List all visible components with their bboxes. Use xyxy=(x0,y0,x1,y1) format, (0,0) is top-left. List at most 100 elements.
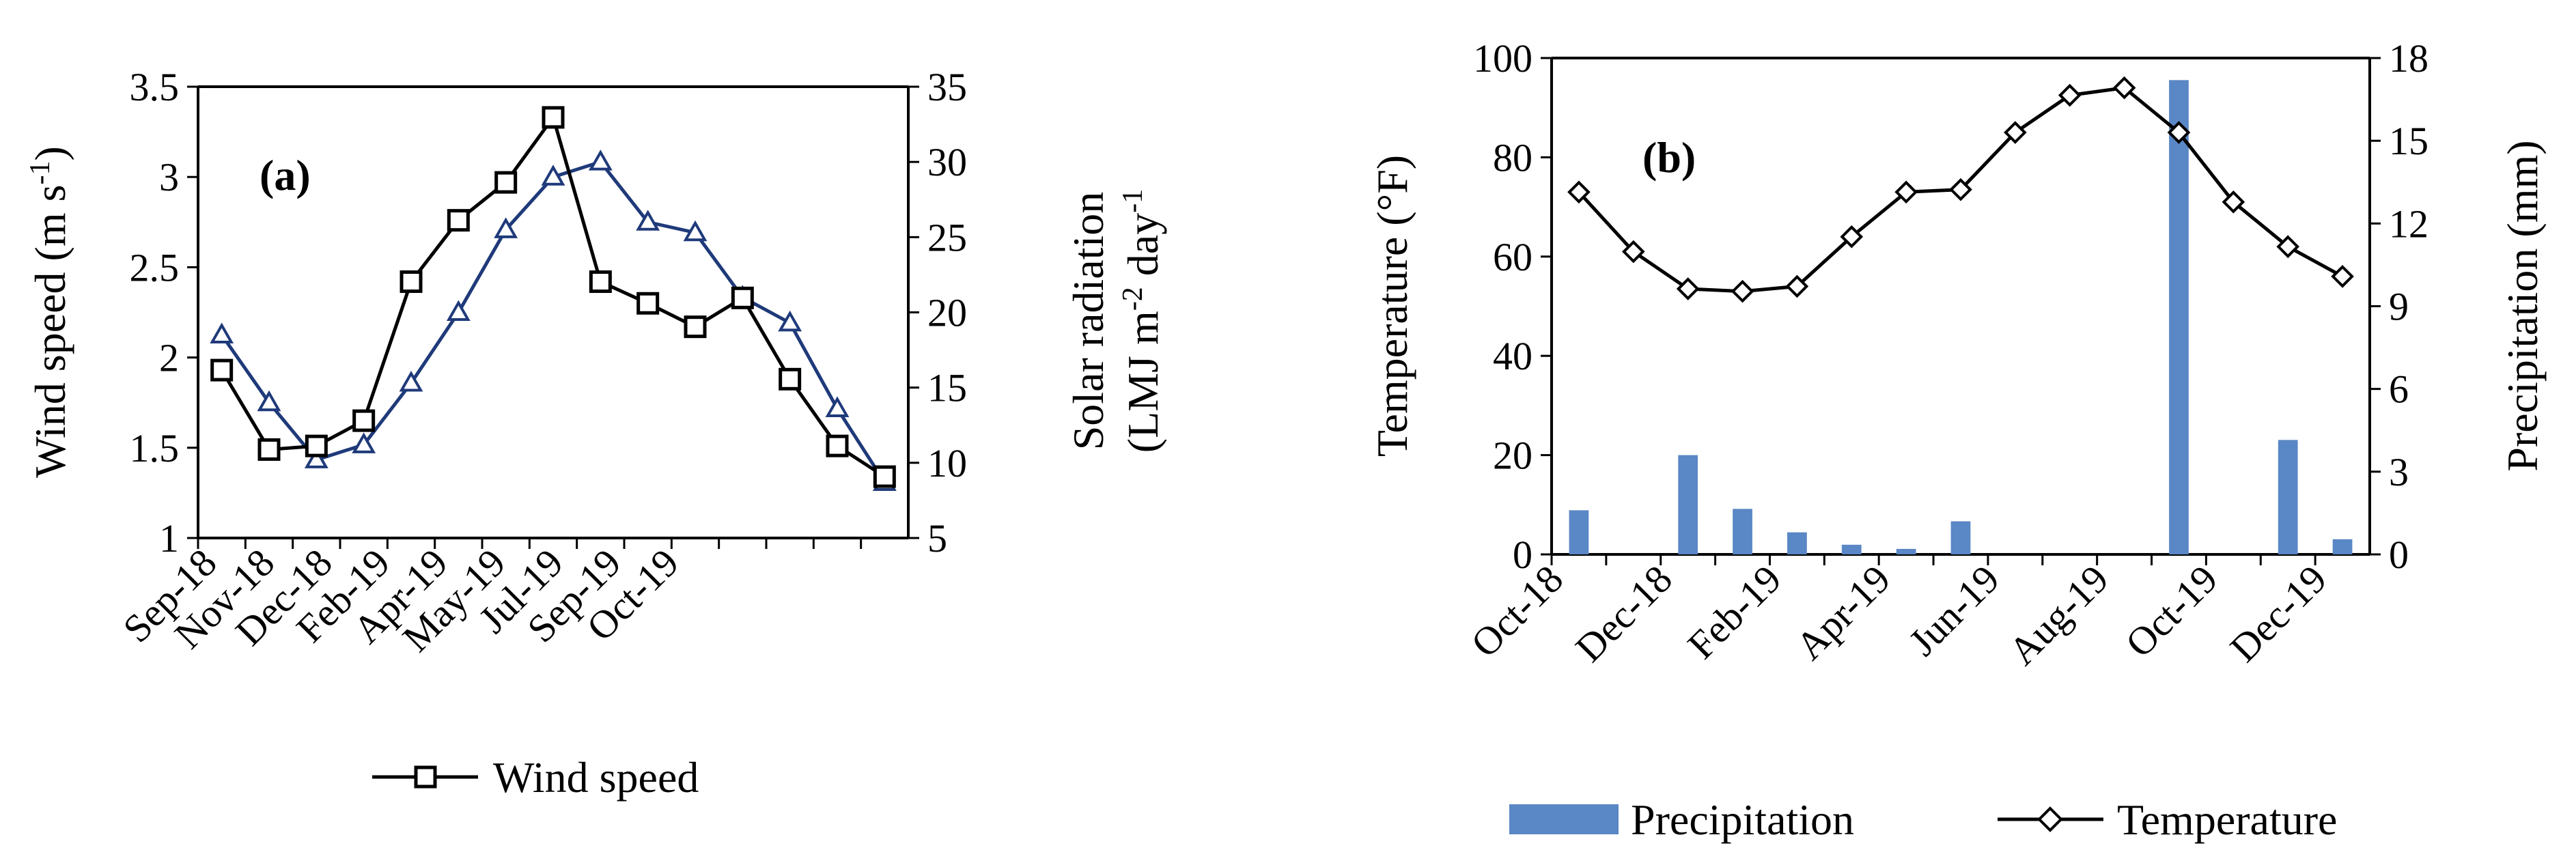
panel-a-y-tick-label: 1 xyxy=(159,516,179,561)
legend-wind-speed-marker xyxy=(414,765,437,789)
solar-radiation-point xyxy=(257,390,281,412)
panel-a-y2-axis-label-line1: Solar radiation xyxy=(1064,192,1112,451)
panel-b-x-tick-label: Dec-18 xyxy=(1567,556,1681,670)
panel-b-y-tick-label: 20 xyxy=(1493,434,1532,478)
temperature-point xyxy=(1731,279,1754,303)
temperature-point xyxy=(1894,180,1918,204)
wind-speed-point xyxy=(542,106,565,129)
solar-radiation-point xyxy=(399,371,423,392)
panel-b-y-tick-label: 40 xyxy=(1493,334,1532,378)
panel-a-y2-axis-label-line2: (LMJ m-2 day-1 xyxy=(1117,189,1167,453)
panel-b-y2-tick-label: 6 xyxy=(2389,367,2409,412)
temperature-point xyxy=(2222,190,2245,214)
solar-radiation-point xyxy=(825,396,850,418)
panel-b-y2-axis-label: Precipitation (mm) xyxy=(2498,140,2547,471)
solar-radiation-point xyxy=(210,322,234,344)
temperature-point xyxy=(1840,225,1864,249)
panel-a-y2-tick-label: 25 xyxy=(927,215,967,259)
panel-b-y2-tick-label: 18 xyxy=(2389,36,2428,81)
precipitation-bar xyxy=(1896,548,1916,554)
temperature-point xyxy=(1785,274,1809,298)
panel-b-x-tick-label: Feb-19 xyxy=(1679,556,1789,667)
temperature-point xyxy=(2004,121,2027,144)
temperature-point xyxy=(2276,235,2300,259)
precipitation-bar xyxy=(1950,521,1971,554)
panel-a-y2-tick-label: 5 xyxy=(927,516,947,561)
panel-a-y2-tick-label: 35 xyxy=(927,65,967,109)
temperature-point xyxy=(2331,265,2354,288)
solar-radiation-point xyxy=(304,447,328,468)
wind-speed-point xyxy=(636,292,660,315)
precipitation-bar xyxy=(1569,510,1589,554)
panel-b-y-tick-label: 80 xyxy=(1493,135,1532,180)
wind-speed-point xyxy=(257,438,281,461)
precipitation-bar xyxy=(2169,80,2189,555)
panel-b-x-tick-label: Jun-19 xyxy=(1901,556,2008,664)
temperature-point xyxy=(2112,76,2136,100)
panel-a-y2-tick-label: 20 xyxy=(927,291,967,335)
precipitation-bar xyxy=(1841,544,1862,554)
panel-a-label: (a) xyxy=(260,151,311,199)
precipitation-bar xyxy=(1733,509,1752,554)
wind-speed-point xyxy=(731,286,754,309)
panel-b-x-tick-label: Oct-19 xyxy=(2117,556,2226,666)
wind-speed-point xyxy=(210,358,234,382)
legend-precipitation-swatch xyxy=(1509,804,1619,834)
temperature-point xyxy=(1949,178,1972,201)
panel-b-legend: Precipitation Temperature xyxy=(1509,795,2337,844)
panel-a-y-axis-label: Wind speed (m s-1) xyxy=(25,146,74,478)
precipitation-bar xyxy=(2278,440,2298,554)
solar-radiation-point xyxy=(683,220,708,242)
panel-b-y-tick-label: 100 xyxy=(1473,36,1532,81)
panel-a-x-ticks: Sep-18Nov-18Dec-18Feb-19Apr-19May-19Jul-… xyxy=(114,538,863,660)
precipitation-bar xyxy=(1678,455,1698,554)
panel-a-y-tick-label: 3.5 xyxy=(130,65,180,109)
panel-b-y2-tick-label: 3 xyxy=(2389,450,2409,494)
precipitation-bar xyxy=(2332,539,2353,554)
panel-a-y2-ticks: 5 10 15 20 25 30 35 xyxy=(908,65,967,561)
panel-a-y2-tick-label: 15 xyxy=(927,366,967,410)
panel-b-y2-tick-label: 15 xyxy=(2389,119,2428,163)
wind-speed-point xyxy=(352,409,376,432)
panel-b-bars xyxy=(1569,80,2353,555)
wind-speed-point xyxy=(684,315,707,339)
panel-b-y-tick-label: 0 xyxy=(1513,533,1532,577)
panel-a-y-tick-label: 1.5 xyxy=(130,426,180,470)
wind-speed-point xyxy=(826,434,849,457)
panel-a-y-tick-label: 2.5 xyxy=(130,245,180,289)
precipitation-bar xyxy=(1787,532,1807,554)
panel-a-y-ticks: 1 1.5 2 2.5 3 3.5 xyxy=(130,65,198,561)
solar-radiation-point xyxy=(588,150,613,171)
solar-radiation-point xyxy=(446,300,471,321)
solar-radiation-point xyxy=(778,310,802,332)
panel-b-x-tick-label: Apr-19 xyxy=(1787,556,1899,668)
legend-precipitation-label: Precipitation xyxy=(1631,795,1854,844)
panel-b-x-tick-label: Dec-19 xyxy=(2222,556,2336,670)
wind-speed-point xyxy=(589,270,612,294)
panel-b-label: (b) xyxy=(1642,133,1696,182)
wind-speed-point xyxy=(779,367,802,391)
panel-a-y-tick-label: 2 xyxy=(159,336,179,380)
panel-b-y2-ticks: 0 3 6 9 12 15 18 xyxy=(2370,36,2428,577)
legend-wind-speed-label: Wind speed xyxy=(493,753,699,802)
temperature-point xyxy=(1676,277,1700,300)
panel-a-legend: Wind speed xyxy=(372,753,699,802)
legend-temperature-marker xyxy=(2037,806,2063,832)
wind-speed-point xyxy=(873,465,896,488)
panel-b-series xyxy=(1567,76,2354,303)
panel-a-y-tick-label: 3 xyxy=(159,155,179,199)
panel-a-series xyxy=(210,106,897,491)
wind-speed-point xyxy=(447,209,470,232)
panel-a-y2-tick-label: 10 xyxy=(927,441,967,485)
panel-b-y-axis-label: Temperature (°F) xyxy=(1368,155,1416,457)
solar-radiation-point xyxy=(494,217,518,238)
temperature-point xyxy=(2167,121,2191,144)
panel-b-y-ticks: 0 20 40 60 80 100 xyxy=(1473,36,1552,577)
wind-speed-point xyxy=(494,171,518,194)
panel-b-y2-tick-label: 0 xyxy=(2389,533,2409,577)
panel-b-y-tick-label: 60 xyxy=(1493,235,1532,279)
temperature-point xyxy=(2058,83,2082,107)
